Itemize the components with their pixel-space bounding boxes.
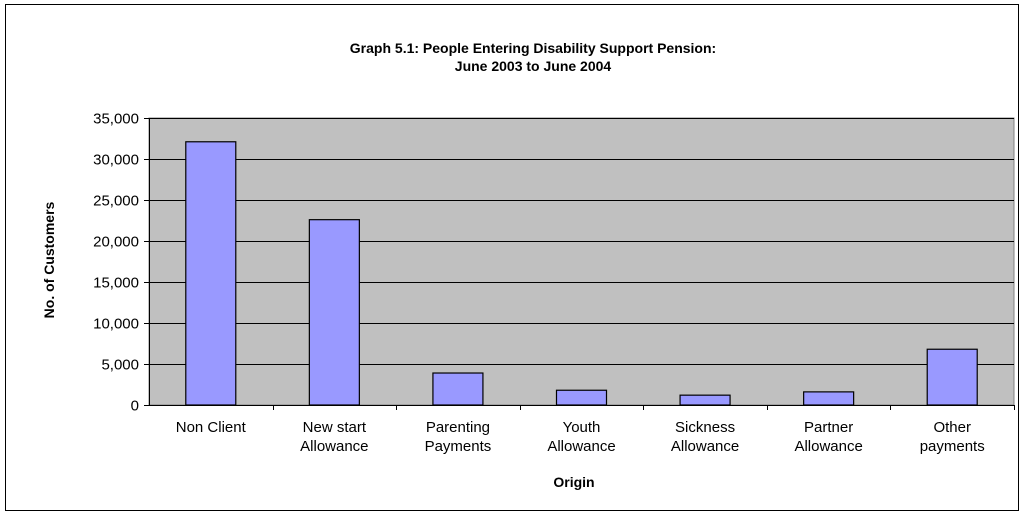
x-tick-label: Allowance	[547, 438, 615, 455]
y-tick-label: 0	[131, 398, 139, 415]
bar	[308, 219, 360, 406]
bar	[432, 372, 484, 406]
gridlines	[149, 118, 1014, 365]
y-tick-label: 25,000	[93, 193, 139, 210]
y-tick-label: 35,000	[93, 111, 139, 128]
chart-frame: Graph 5.1: People Entering Disability Su…	[5, 4, 1019, 511]
y-tick-labels: 0 5,000 10,000 15,000 20,000 25,000 30,000 35,0…	[93, 111, 139, 415]
x-tick-label: payments	[920, 438, 985, 455]
x-tick-label: Partner	[804, 419, 853, 436]
bar	[555, 389, 608, 406]
bar	[185, 141, 237, 406]
bar	[679, 394, 731, 406]
x-tick-label: Other	[933, 419, 971, 436]
y-tick-label: 15,000	[93, 275, 139, 292]
x-tick-label: Sickness	[675, 419, 735, 436]
x-tick-label: Allowance	[671, 438, 739, 455]
plot-background	[148, 117, 1015, 406]
plot-area	[148, 117, 1015, 406]
y-axis-title: No. of Customers	[41, 201, 57, 318]
bar	[926, 348, 978, 406]
y-tick-label: 5,000	[101, 357, 139, 374]
x-tick-label: Non Client	[176, 419, 247, 436]
x-tick-label: Payments	[425, 438, 492, 455]
x-axis-title: Origin	[553, 474, 594, 490]
x-tick-label: Allowance	[794, 438, 862, 455]
bar	[803, 391, 855, 406]
x-tick-labels: Non Client New start Allowance Parenting Pay…	[176, 419, 985, 455]
y-tick-label: 30,000	[93, 152, 139, 169]
chart-title-line-2: June 2003 to June 2004	[455, 58, 612, 74]
chart-title-line-1: Graph 5.1: People Entering Disability Su…	[350, 40, 716, 56]
x-tick-label: Youth	[563, 419, 601, 436]
y-tick-label: 10,000	[93, 316, 139, 333]
axes	[144, 118, 1015, 410]
chart-svg: Graph 5.1: People Entering Disability Su…	[41, 40, 1015, 490]
x-tick-label: Allowance	[300, 438, 368, 455]
x-tick-label: New start	[303, 419, 367, 436]
x-tick-label: Parenting	[426, 419, 490, 436]
y-tick-label: 20,000	[93, 234, 139, 251]
